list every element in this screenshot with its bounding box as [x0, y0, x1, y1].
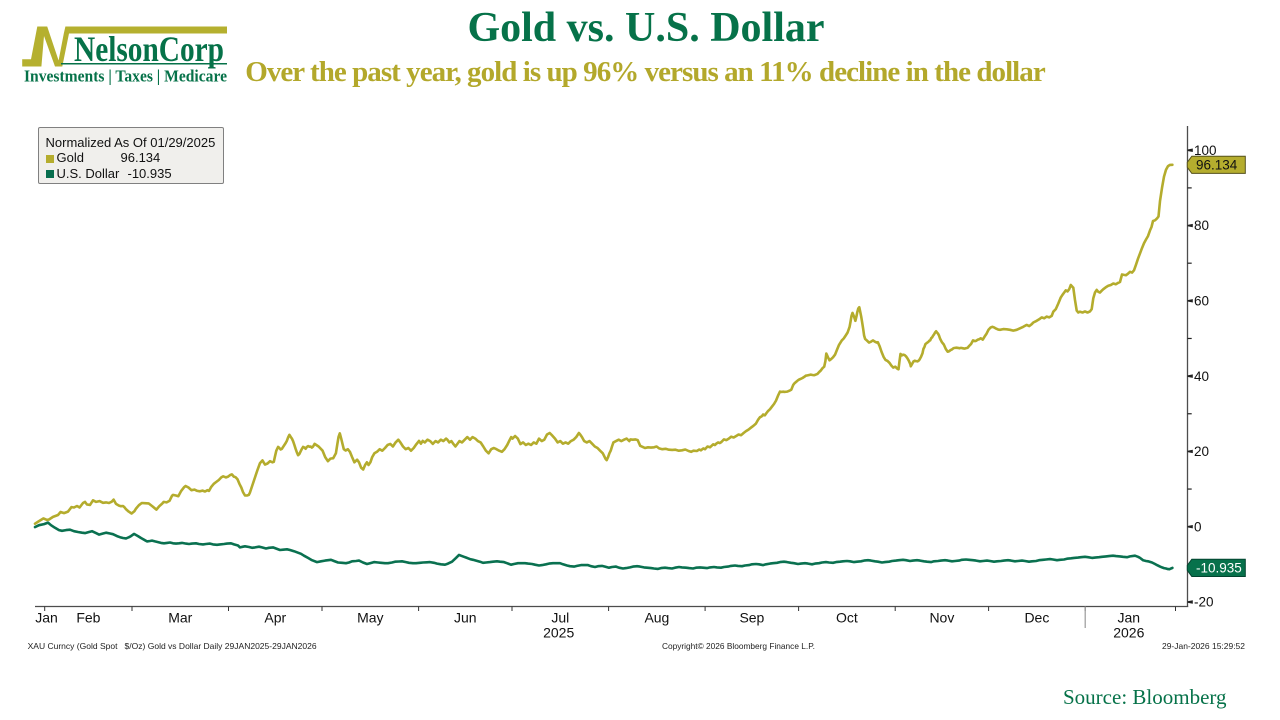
- svg-text:Dec: Dec: [1024, 610, 1049, 626]
- svg-text:XAU Curncy (Gold Spot $/Oz): XAU Curncy (Gold Spot $/Oz) Gold vs Doll…: [28, 641, 317, 651]
- svg-text:-20: -20: [1194, 595, 1214, 610]
- svg-text:96.134: 96.134: [1196, 158, 1238, 173]
- svg-text:Jul: Jul: [551, 610, 569, 626]
- svg-text:May: May: [357, 610, 383, 626]
- svg-text:100: 100: [1194, 143, 1217, 158]
- svg-text:NelsonCorp: NelsonCorp: [74, 29, 224, 69]
- svg-text:Mar: Mar: [168, 610, 192, 626]
- svg-text:-10.935: -10.935: [1196, 561, 1242, 576]
- svg-text:29-Jan-2026 15:29:52: 29-Jan-2026 15:29:52: [1162, 641, 1245, 651]
- svg-text:Apr: Apr: [264, 610, 286, 626]
- svg-text:0: 0: [1194, 519, 1202, 534]
- svg-text:Nov: Nov: [929, 610, 954, 626]
- svg-text:Sep: Sep: [739, 610, 764, 626]
- svg-text:Oct: Oct: [836, 610, 858, 626]
- svg-text:2026: 2026: [1113, 625, 1144, 641]
- svg-text:Jan: Jan: [1118, 610, 1141, 626]
- svg-text:Jun: Jun: [454, 610, 477, 626]
- svg-text:60: 60: [1194, 294, 1209, 309]
- svg-text:Jan: Jan: [35, 610, 58, 626]
- svg-text:20: 20: [1194, 444, 1209, 459]
- svg-text:2025: 2025: [543, 625, 574, 641]
- svg-text:Investments | Taxes | Medicare: Investments | Taxes | Medicare: [24, 67, 227, 86]
- svg-text:80: 80: [1194, 218, 1209, 233]
- svg-text:40: 40: [1194, 369, 1209, 384]
- svg-text:Feb: Feb: [76, 610, 100, 626]
- svg-text:Copyright© 2026 Bloomberg Fina: Copyright© 2026 Bloomberg Finance L.P.: [662, 641, 815, 651]
- svg-text:Aug: Aug: [644, 610, 669, 626]
